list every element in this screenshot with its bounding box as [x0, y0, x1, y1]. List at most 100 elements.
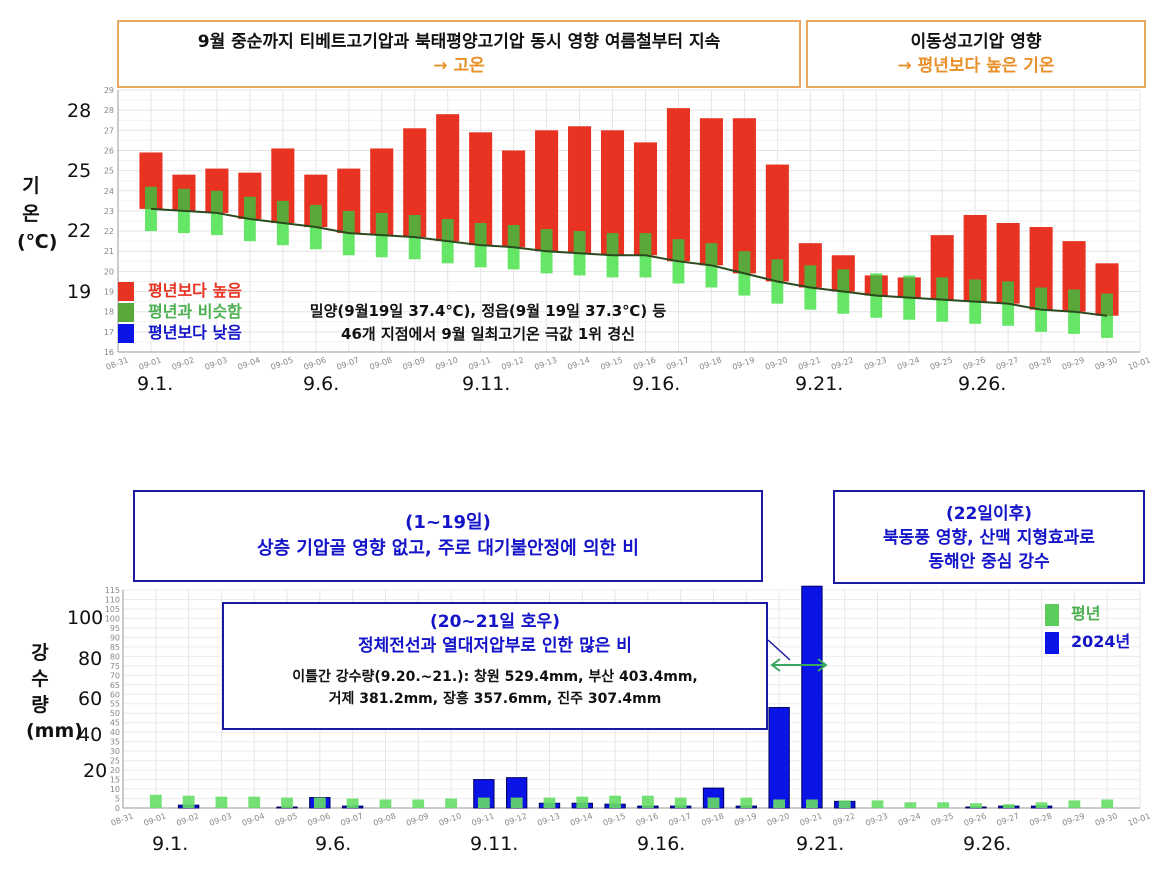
rain-tick-80: 80 — [78, 648, 103, 670]
temperature-chart: 16 17 18 19 20 21 22 23 24 25 26 27 28 29 08-31 09-01 09… — [104, 86, 1152, 372]
x-tick-label: 09-30 — [1094, 355, 1119, 371]
y-tick-label: 24 — [104, 187, 114, 196]
rain-normal-bar — [871, 800, 884, 808]
y-tick-label: 115 — [105, 586, 120, 595]
y-tick-label: 20 — [104, 267, 114, 276]
overlap-bar — [837, 269, 850, 292]
rain-normal-bar — [543, 797, 556, 808]
rain-normal-bar — [1002, 804, 1015, 808]
arrow-head-left-icon — [770, 658, 781, 672]
rain-tick-20: 20 — [83, 760, 108, 782]
legend-below: 평년보다 낮음 — [118, 322, 242, 343]
overlap-bar — [804, 265, 817, 288]
overlap-bar — [639, 233, 652, 256]
x-tick-label: 09-05 — [270, 355, 295, 371]
x-tick-label: 09-30 — [1094, 811, 1119, 827]
legend-above: 평년보다 높음 — [118, 280, 242, 301]
legend-normal: 평년 — [1045, 600, 1130, 628]
rain-normal-bar — [609, 795, 622, 808]
x-tick-label: 09-25 — [929, 355, 954, 371]
record-annotation: 밀양(9월19일 37.4℃), 정읍(9월 19일 37.3℃) 등 46개 지… — [309, 302, 667, 343]
y-tick-label: 65 — [110, 681, 120, 690]
overlap-bar — [276, 200, 289, 224]
x-tick-label: 09-27 — [995, 355, 1020, 371]
x-tick-label: 09-05 — [274, 811, 299, 827]
temperature-bar — [633, 142, 658, 256]
x-tick-label: 09-19 — [731, 355, 756, 371]
x-tick-label: 09-29 — [1061, 811, 1086, 827]
rain-tick-100: 100 — [67, 607, 104, 629]
rain-legend: 평년 2024년 — [1045, 600, 1130, 656]
y-tick-label: 60 — [110, 690, 120, 699]
y-tick-label: 90 — [110, 633, 120, 642]
legend-normal: 평년과 비슷함 — [118, 301, 242, 322]
x-tick-label: 09-24 — [896, 355, 921, 371]
overlap-bar — [243, 196, 256, 219]
rain-normal-bar — [1068, 800, 1081, 808]
y-tick-label: 105 — [105, 605, 120, 614]
rain-normal-bar — [576, 796, 589, 808]
rain-normal-bar — [248, 796, 261, 808]
y-tick-label: 25 — [110, 757, 120, 766]
rain-normal-bar — [379, 799, 392, 808]
temperature-bar — [765, 164, 789, 282]
box-subtext: → 평년보다 높은 기온 — [897, 56, 1055, 76]
normal-line — [150, 207, 1108, 317]
x-tick-label: 10-01 — [1127, 811, 1152, 827]
arrow-head-right-icon — [817, 658, 828, 672]
temperature-bar — [600, 130, 625, 256]
date-label: 9.1. — [137, 373, 174, 395]
x-tick-label: 09-08 — [368, 355, 393, 371]
x-tick-label: 09-19 — [733, 811, 758, 827]
x-tick-label: 09-23 — [863, 355, 888, 371]
x-tick-label: 09-17 — [665, 355, 690, 371]
overlap-bar — [408, 214, 421, 238]
temperature-bar — [699, 118, 723, 266]
y-tick-label: 95 — [110, 624, 120, 633]
y-tick-label: 16 — [104, 348, 114, 357]
temperature-bar — [732, 118, 756, 274]
overlap-bar — [1035, 287, 1048, 310]
rain-2024-bar — [768, 707, 790, 809]
rain-normal-bar — [149, 794, 162, 808]
x-tick-label: 09-03 — [204, 355, 229, 371]
temp-tick-28: 28 — [67, 100, 92, 122]
rain-normal-bar — [970, 803, 982, 808]
y-tick-label: 5 — [115, 795, 120, 804]
rain-normal-bar — [904, 802, 917, 808]
x-tick-label: 09-25 — [930, 811, 955, 827]
x-tick-label: 09-02 — [171, 355, 196, 371]
x-tick-label: 09-18 — [698, 355, 723, 371]
y-tick-label: 22 — [104, 227, 114, 236]
y-tick-label: 30 — [110, 747, 120, 756]
y-tick-label: 40 — [110, 728, 120, 737]
overlap-bar — [903, 277, 916, 298]
temp-tick-19: 19 — [67, 281, 92, 303]
overlap-bar — [145, 186, 157, 209]
y-tick-label: 25 — [104, 167, 114, 176]
x-tick-label: 09-16 — [635, 811, 660, 827]
x-tick-label: 09-20 — [764, 355, 789, 371]
temp-tick-25: 25 — [67, 160, 92, 182]
box-subtext: → 고온 — [433, 56, 485, 76]
x-tick-label: 09-14 — [569, 811, 594, 827]
date-label: 9.6. — [303, 373, 340, 395]
y-tick-label: 75 — [110, 662, 120, 671]
overlap-bar — [309, 204, 322, 228]
rain-annotation-box-2: (22일이후) 북동풍 영향, 산맥 지형효과로 동해안 중심 강수 — [833, 490, 1145, 584]
date-label: 9.11. — [462, 373, 511, 395]
x-tick-label: 09-20 — [766, 811, 791, 827]
date-label: 9.26. — [958, 373, 1007, 395]
x-tick-label: 09-10 — [434, 355, 459, 371]
rain-normal-bar — [412, 799, 425, 808]
y-tick-label: 50 — [110, 709, 120, 718]
x-tick-label: 09-07 — [339, 811, 364, 827]
overlap-bar — [210, 190, 223, 213]
x-tick-label: 09-24 — [897, 811, 922, 827]
x-tick-label: 09-27 — [995, 811, 1020, 827]
x-tick-label: 08-31 — [105, 355, 130, 371]
y-tick-label: 0 — [115, 804, 120, 813]
temperature-bar — [502, 150, 526, 248]
date-label: 9.6. — [315, 833, 352, 855]
x-tick-label: 09-16 — [632, 355, 657, 371]
